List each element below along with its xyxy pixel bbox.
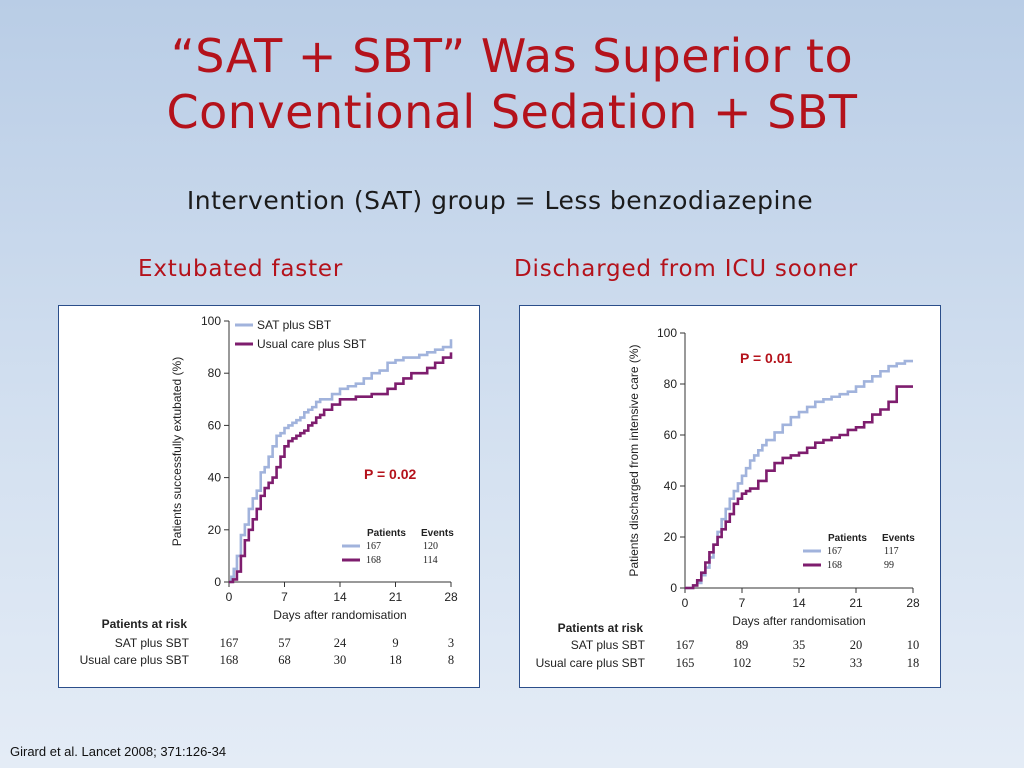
- risk-value: 168: [220, 653, 239, 667]
- legend-header-patients: Patients: [828, 533, 867, 544]
- y-axis-label: Patients successfully extubated (%): [170, 357, 184, 546]
- risk-value: 30: [334, 653, 347, 667]
- risk-value: 9: [392, 636, 398, 650]
- risk-value: 167: [676, 638, 695, 652]
- risk-value: 3: [448, 636, 454, 650]
- y-tick-label: 20: [664, 530, 678, 544]
- risk-value: 33: [850, 656, 863, 670]
- risk-value: 8: [448, 653, 454, 667]
- risk-value: 102: [733, 656, 752, 670]
- legend-events-count: 117: [884, 546, 899, 557]
- x-tick-label: 21: [849, 596, 863, 610]
- risk-row-label: SAT plus SBT: [115, 636, 190, 650]
- chart-panel-extubation: 0 20 40 60 80 100 0 7 14 21 28 Days after randomisa…: [58, 305, 480, 688]
- risk-value: 89: [736, 638, 749, 652]
- y-axis-label: Patients discharged from intensive care …: [627, 344, 641, 576]
- y-tick-label: 100: [201, 314, 221, 328]
- caption-discharged: Discharged from ICU sooner: [514, 256, 859, 282]
- risk-value: 57: [278, 636, 291, 650]
- y-tick-label: 20: [208, 523, 222, 537]
- risk-value: 165: [676, 656, 695, 670]
- y-tick-label: 80: [664, 377, 678, 391]
- x-tick-label: 7: [739, 596, 746, 610]
- x-axis-label: Days after randomisation: [273, 608, 406, 622]
- risk-value: 167: [220, 636, 239, 650]
- series-line-sat: [685, 359, 913, 590]
- y-tick-label: 60: [208, 418, 222, 432]
- y-tick-label: 40: [208, 471, 222, 485]
- risk-table-header: Patients at risk: [558, 621, 644, 635]
- legend-label: Usual care plus SBT: [257, 337, 367, 351]
- x-tick-label: 14: [792, 596, 806, 610]
- x-tick-label: 28: [444, 590, 458, 604]
- x-tick-label: 28: [906, 596, 920, 610]
- slide-title: “SAT + SBT” Was Superior to Conventional…: [0, 28, 1024, 140]
- slide-title-line2: Conventional Sedation + SBT: [166, 85, 858, 139]
- risk-row-label: Usual care plus SBT: [80, 653, 190, 667]
- x-tick-label: 14: [333, 590, 347, 604]
- risk-row-label: Usual care plus SBT: [536, 656, 646, 670]
- y-tick-label: 60: [664, 428, 678, 442]
- x-tick-label: 21: [389, 590, 403, 604]
- series-line-sat: [229, 339, 453, 584]
- risk-value: 24: [334, 636, 347, 650]
- risk-table-header: Patients at risk: [102, 617, 188, 631]
- risk-row-label: SAT plus SBT: [571, 638, 646, 652]
- p-value-annotation: P = 0.02: [364, 466, 417, 482]
- legend-header-patients: Patients: [367, 528, 406, 539]
- legend-events-count: 99: [884, 560, 894, 571]
- slide-title-line1: “SAT + SBT” Was Superior to: [170, 29, 854, 83]
- slide-subtitle: Intervention (SAT) group = Less benzodia…: [186, 186, 814, 215]
- risk-value: 35: [793, 638, 806, 652]
- chart-icu-discharge: 0 20 40 60 80 100 0 7 14 21 28 Days after randomisa…: [536, 326, 920, 670]
- legend-patients-count: 167: [827, 546, 842, 557]
- risk-value: 18: [389, 653, 402, 667]
- legend-patients-count: 168: [827, 560, 842, 571]
- y-tick-label: 0: [214, 575, 221, 589]
- citation: Girard et al. Lancet 2008; 371:126-34: [10, 744, 227, 759]
- series-line-usual: [685, 385, 913, 590]
- risk-value: 20: [850, 638, 863, 652]
- chart-extubation: 0 20 40 60 80 100 0 7 14 21 28 Days after randomisa…: [80, 314, 458, 667]
- x-tick-label: 0: [682, 596, 689, 610]
- x-axis-label: Days after randomisation: [732, 614, 865, 628]
- legend-header-events: Events: [421, 528, 454, 539]
- caption-extubated: Extubated faster: [138, 256, 344, 282]
- x-tick-label: 7: [281, 590, 288, 604]
- risk-value: 52: [793, 656, 806, 670]
- legend-events-count: 120: [423, 541, 438, 552]
- x-tick-label: 0: [226, 590, 233, 604]
- risk-value: 68: [278, 653, 291, 667]
- risk-value: 10: [907, 638, 920, 652]
- risk-value: 18: [907, 656, 920, 670]
- legend-events-count: 114: [423, 555, 438, 566]
- series-line-usual: [229, 352, 453, 584]
- y-tick-label: 80: [208, 366, 222, 380]
- p-value-annotation: P = 0.01: [740, 350, 793, 366]
- legend-label: SAT plus SBT: [257, 318, 332, 332]
- y-tick-label: 100: [657, 326, 677, 340]
- legend-patients-count: 167: [366, 541, 381, 552]
- legend-patients-count: 168: [366, 555, 381, 566]
- y-tick-label: 40: [664, 479, 678, 493]
- legend-header-events: Events: [882, 533, 915, 544]
- chart-panel-icu-discharge: 0 20 40 60 80 100 0 7 14 21 28 Days after randomisa…: [519, 305, 941, 688]
- y-tick-label: 0: [670, 581, 677, 595]
